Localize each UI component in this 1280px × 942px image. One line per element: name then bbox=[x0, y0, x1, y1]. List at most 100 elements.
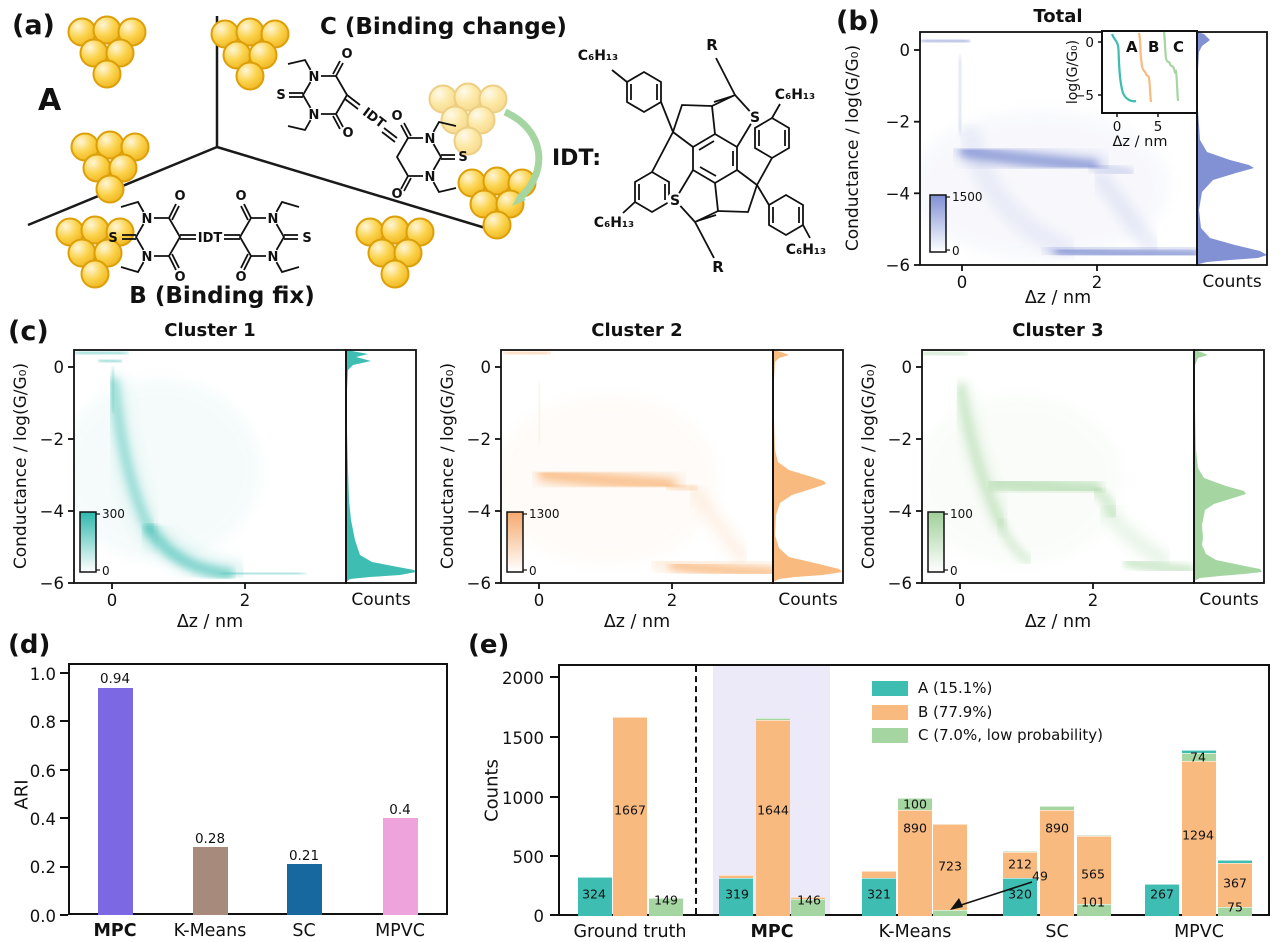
stacked-bar bbox=[613, 716, 647, 916]
bar-value: 319 bbox=[725, 886, 749, 902]
atom-n: N bbox=[425, 132, 436, 147]
hexyl-label: C₆H₁₃ bbox=[786, 242, 826, 258]
stacked-bar bbox=[1218, 859, 1252, 916]
bar-mpc bbox=[98, 687, 133, 915]
y-axis-label: Conductance / log(G/G₀) bbox=[11, 363, 31, 569]
atom-o: O bbox=[391, 187, 402, 202]
group-label-mpc: MPC bbox=[750, 922, 794, 942]
atom-n: N bbox=[309, 70, 320, 85]
category-label-kmeans: K-Means bbox=[173, 921, 247, 941]
category-label-sc: SC bbox=[292, 921, 316, 941]
legend-swatch-b bbox=[872, 705, 908, 720]
panel-c-cluster1-heatmap: (c) Cluster 1 0 −2 −4 −6 bbox=[8, 316, 417, 632]
inset-series-b: B bbox=[1148, 38, 1159, 56]
svg-text:0: 0 bbox=[900, 41, 911, 60]
svg-text:2: 2 bbox=[1088, 591, 1099, 610]
stacked-bar bbox=[649, 898, 683, 916]
binding-change-arrow bbox=[503, 108, 543, 206]
bar-value: 890 bbox=[1045, 820, 1069, 836]
marginal-box bbox=[1196, 31, 1268, 266]
density-cloud-cluster3 bbox=[922, 350, 1194, 575]
y-tick-label: 500 bbox=[512, 848, 545, 867]
y-tick-labels: 0 −2 −4 −6 bbox=[40, 358, 64, 593]
group-label-sc: SC bbox=[1045, 922, 1069, 942]
bar-value: 100 bbox=[903, 796, 927, 812]
svg-text:−2: −2 bbox=[886, 113, 910, 132]
atom-n: N bbox=[142, 212, 153, 227]
axes-box bbox=[68, 663, 448, 915]
marginal-histogram bbox=[1197, 32, 1267, 265]
colorbar-max: 1500 bbox=[952, 190, 983, 204]
svg-text:−6: −6 bbox=[467, 574, 491, 593]
bar-value: 75 bbox=[1227, 899, 1243, 915]
gold-nanocluster-faded bbox=[428, 82, 508, 156]
svg-text:2: 2 bbox=[240, 591, 251, 610]
cluster-c-label: C (Binding change) bbox=[320, 14, 567, 40]
svg-text:−4: −4 bbox=[886, 184, 910, 203]
hexyl-label: C₆H₁₃ bbox=[775, 87, 815, 103]
gold-nanocluster bbox=[55, 215, 135, 289]
stacked-bar bbox=[933, 823, 967, 916]
atom-s: S bbox=[108, 231, 117, 246]
panel-title: Cluster 1 bbox=[164, 320, 255, 341]
panel-title: Cluster 2 bbox=[591, 320, 682, 341]
y-axis-label: ARI bbox=[11, 779, 33, 810]
annotation-arrow bbox=[950, 881, 1033, 910]
axis-ticks bbox=[495, 366, 673, 589]
bar-mpvc bbox=[383, 818, 418, 915]
density-cloud-total bbox=[920, 32, 1197, 265]
panel-d-ari-chart: (d) 1.0 0.8 0.6 0.4 0.2 0.0 ARI 0.94 0.2… bbox=[0, 630, 460, 942]
colorbar-min: 0 bbox=[529, 564, 537, 578]
y-tick bbox=[550, 736, 558, 738]
hexyl-label: C₆H₁₃ bbox=[594, 215, 634, 231]
molecule-c: S N N O O IDT O O N N S bbox=[276, 47, 467, 202]
svg-text:0: 0 bbox=[902, 358, 913, 377]
y-tick-label: 0.4 bbox=[29, 810, 56, 829]
atom-o: O bbox=[235, 189, 246, 204]
y-tick-label: 0.0 bbox=[29, 907, 56, 926]
group-label-ground-truth: Ground truth bbox=[573, 922, 687, 942]
hexyl-label: C₆H₁₃ bbox=[578, 48, 618, 64]
panel-e-tag: (e) bbox=[468, 630, 510, 660]
y-tick-label: 1000 bbox=[502, 789, 544, 808]
molecule-idt: S S R R C₆H₁₃ C₆H₁₃ C₆H₁₃ C₆H₁₃ bbox=[578, 36, 826, 276]
legend-swatch-a bbox=[872, 681, 908, 696]
panel-e-counts-chart: (e) 2000 1500 1000 500 0 Counts 324 1667 bbox=[450, 630, 1280, 942]
bar-value: 149 bbox=[654, 892, 678, 908]
molecule-b: S N N O O IDT O O N N S bbox=[108, 189, 311, 285]
x-axis-label: Δz / nm bbox=[1025, 612, 1091, 632]
panel-c-cluster3-heatmap: Cluster 3 0 −2 −4 −6 0 bbox=[859, 320, 1265, 632]
stacked-bar bbox=[1182, 749, 1216, 916]
marginal-histogram bbox=[346, 350, 416, 582]
x-tick-labels: 0 2 bbox=[957, 273, 1103, 292]
category-label-mpc: MPC bbox=[93, 921, 137, 941]
y-tick bbox=[60, 817, 68, 820]
y-tick-labels: 0 −2 −4 −6 bbox=[886, 41, 910, 275]
bar-value: 367 bbox=[1223, 875, 1247, 891]
atom-s: S bbox=[276, 88, 285, 103]
group-label-mpvc: MPVC bbox=[1174, 922, 1224, 942]
colorbar-min: 0 bbox=[952, 244, 960, 258]
svg-text:−2: −2 bbox=[467, 430, 491, 449]
density-cloud-cluster2 bbox=[501, 350, 773, 582]
svg-text:−6: −6 bbox=[888, 574, 912, 593]
panel-b-total-heatmap: (b) Total 0 −2 −4 −6 bbox=[836, 6, 1268, 305]
idt-core-label: IDT bbox=[359, 105, 388, 132]
atom-n: N bbox=[142, 250, 153, 265]
y-tick-label: 0.6 bbox=[29, 762, 56, 781]
colorbar-max: 100 bbox=[950, 507, 973, 521]
atom-o: O bbox=[342, 126, 353, 141]
colorbar-min: 0 bbox=[102, 564, 110, 578]
x-tick-labels: 0 2 bbox=[107, 591, 251, 610]
colorbar-max: 300 bbox=[102, 507, 125, 521]
annotation-49: 49 bbox=[1032, 868, 1048, 884]
counts-label: Counts bbox=[778, 590, 837, 610]
bar-value: 0.21 bbox=[288, 848, 320, 864]
marginal-histogram bbox=[1194, 350, 1262, 581]
y-tick-label: 1500 bbox=[502, 729, 544, 748]
counts-label: Counts bbox=[1202, 272, 1261, 292]
axis-ticks bbox=[914, 49, 1098, 271]
colorbar: 1300 0 bbox=[506, 507, 560, 578]
ground-truth-divider bbox=[695, 666, 697, 914]
y-tick-label: 0 bbox=[533, 907, 545, 926]
